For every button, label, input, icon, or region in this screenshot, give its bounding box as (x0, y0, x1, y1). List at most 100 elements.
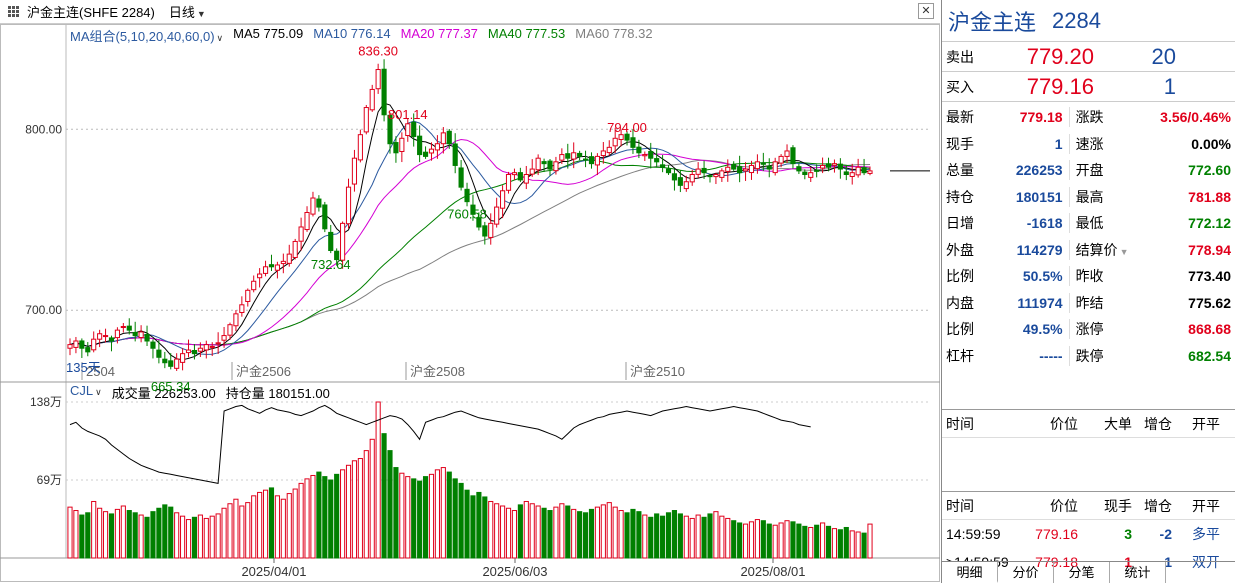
ma-group-selector[interactable]: MA组合(5,10,20,40,60,0) ∨ (70, 26, 223, 45)
quote-code: 2284 (1052, 7, 1101, 33)
volume-bar (375, 401, 381, 559)
candle-body (689, 173, 695, 183)
candle-body (417, 135, 423, 156)
volume-bar (114, 508, 120, 559)
volume-bar (796, 523, 802, 559)
volume-bar (654, 513, 660, 559)
tab-label: 明细 (956, 565, 983, 580)
candle-body (683, 181, 689, 190)
grid-menu-icon[interactable] (8, 5, 21, 18)
volume-bar (428, 473, 435, 559)
volume-bar (108, 513, 115, 559)
ask-row: 卖出 779.20 20 (942, 42, 1235, 72)
candle-body (654, 158, 660, 163)
candle-body (85, 347, 91, 353)
candle-body (571, 152, 577, 160)
candle-body (565, 153, 571, 159)
quote-label: 最低 (1075, 215, 1104, 232)
quote-cell: 持仓 180151 (942, 186, 1070, 207)
candle-body (227, 324, 233, 336)
volume-tick-label: 138万 (30, 395, 62, 409)
quote-value: 49.5% (1022, 321, 1063, 338)
volume-bar (85, 512, 91, 559)
candle-body (577, 152, 583, 157)
quote-cell: 最低 772.12 (1070, 213, 1235, 233)
tab-1[interactable]: 分价 (998, 562, 1054, 583)
candle-body (488, 222, 494, 238)
chevron-down-icon: ▼ (196, 9, 206, 19)
quote-label: 日增 (946, 215, 974, 232)
candle-body (185, 349, 192, 354)
quote-label: 昨收 (1075, 268, 1104, 285)
candle-body (636, 146, 642, 154)
period-selector[interactable]: 日线 ▼ (169, 2, 206, 21)
volume-bar (221, 507, 227, 559)
indicator-label: CJL (70, 383, 94, 398)
quote-value: 50.5% (1022, 268, 1063, 285)
candle-body (150, 341, 156, 349)
price-tick-label: 800.00 (25, 122, 62, 136)
quote-value: 111974 (1017, 294, 1063, 311)
candle-body (831, 163, 838, 166)
candle-body (594, 155, 600, 166)
candle-body (351, 157, 358, 185)
candle-body (665, 168, 672, 174)
volume-bar (156, 507, 162, 559)
quote-cell: 结算价 ▼ 778.94 (1070, 240, 1235, 260)
volume-bar (701, 516, 707, 559)
volume-bar (831, 528, 838, 559)
candle-body (671, 173, 678, 181)
tape-price: 779.18 (1035, 554, 1078, 570)
quote-label: 速涨 (1075, 135, 1104, 152)
tape-time: 14:59:59 (946, 526, 1001, 542)
range-label: 135天 (66, 360, 101, 375)
candle-body (245, 289, 251, 302)
volume-bar (725, 517, 731, 559)
volume-bar (280, 498, 286, 559)
quote-cell: 日增 -1618 (942, 213, 1070, 234)
quote-value: ----- (1039, 347, 1063, 364)
tape-row[interactable]: >14:59:59 779.18 1 1 双开 (942, 548, 1235, 576)
volume-bar (802, 525, 808, 559)
tab-2[interactable]: 分笔 (1054, 562, 1110, 583)
col-price: 价位 (1050, 497, 1078, 514)
tape-hand: 3 (1124, 526, 1132, 542)
volume-bar (606, 502, 612, 559)
tab-3[interactable]: 统计 (1110, 562, 1166, 583)
kline-chart[interactable]: 800.00 700.00 138万 69万 836.30 801.14 794.00 732… (0, 24, 940, 583)
bid-label: 买入 (946, 78, 974, 95)
quote-cell: 比例 49.5% (942, 319, 1070, 340)
col-time: 时间 (946, 415, 974, 432)
volume-bar (440, 467, 446, 559)
close-icon[interactable]: ✕ (918, 3, 934, 19)
candle-body (73, 340, 79, 348)
volume-bar (102, 511, 109, 559)
volume-bar (245, 502, 251, 559)
candle-body (612, 137, 618, 147)
quote-label: 最新 (946, 109, 974, 126)
volume-bar (500, 505, 506, 559)
candle-body (387, 114, 393, 145)
volume-bar (393, 467, 399, 559)
extreme-annotation: 794.00 (607, 120, 647, 135)
candle-body (156, 349, 162, 358)
volume-bar (334, 473, 340, 559)
volume-bar (671, 510, 678, 559)
volume-bar (132, 512, 138, 559)
candle-body (393, 142, 399, 154)
extreme-annotation: 665.34 (151, 379, 191, 394)
indicator-selector[interactable]: CJL ∨ (70, 383, 102, 402)
ma60-line (69, 159, 871, 347)
volume-bar (328, 479, 334, 559)
candle-body (405, 123, 411, 137)
candle-body (292, 240, 298, 258)
quote-label[interactable]: 结算价 ▼ (1075, 241, 1129, 258)
tab-0[interactable]: 明细 (942, 562, 998, 583)
candle-body (790, 147, 796, 165)
volume-bar (582, 512, 589, 559)
quote-value: 1 (1054, 135, 1063, 152)
quote-label: 开盘 (1075, 162, 1104, 179)
candle-body (547, 160, 553, 170)
volume-bar (766, 523, 772, 559)
tape-row[interactable]: 14:59:59 779.16 3 -2 多平 (942, 520, 1235, 548)
